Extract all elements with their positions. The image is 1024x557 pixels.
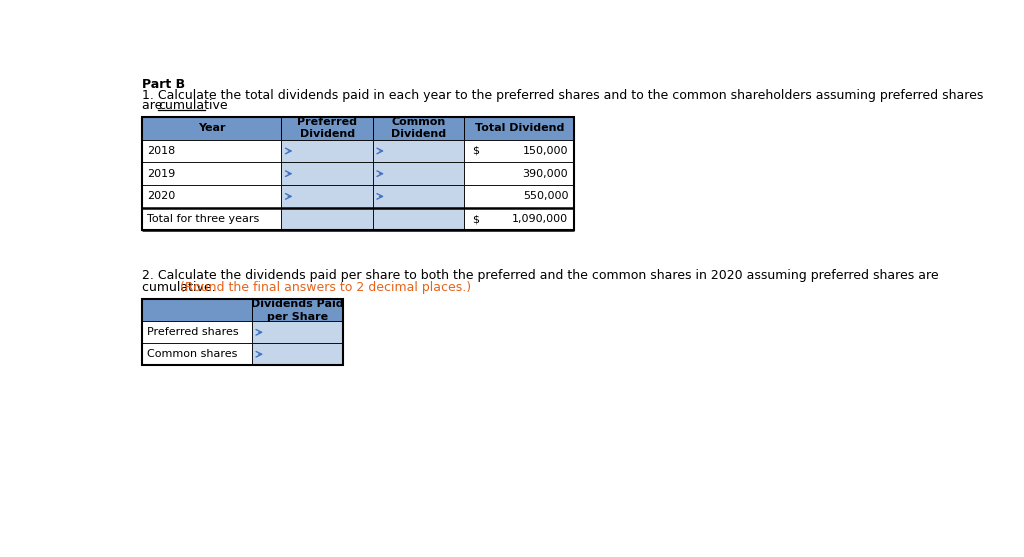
Text: 550,000: 550,000	[522, 192, 568, 202]
FancyBboxPatch shape	[282, 117, 373, 140]
Text: .: .	[205, 99, 209, 112]
Text: 1. Calculate the total dividends paid in each year to the preferred shares and t: 1. Calculate the total dividends paid in…	[142, 89, 983, 102]
Text: Common
Dividend: Common Dividend	[391, 117, 446, 139]
FancyBboxPatch shape	[464, 162, 574, 185]
FancyBboxPatch shape	[252, 343, 343, 365]
Text: Year: Year	[198, 123, 225, 133]
FancyBboxPatch shape	[373, 208, 464, 231]
FancyBboxPatch shape	[142, 185, 282, 208]
FancyBboxPatch shape	[142, 117, 282, 140]
Text: $: $	[472, 214, 479, 224]
Text: 2020: 2020	[147, 192, 176, 202]
FancyBboxPatch shape	[142, 140, 282, 162]
Text: cumulative: cumulative	[159, 99, 228, 112]
Text: 2019: 2019	[147, 169, 176, 179]
Text: are: are	[142, 99, 166, 112]
FancyBboxPatch shape	[282, 140, 373, 162]
Text: (Round the final answers to 2 decimal places.): (Round the final answers to 2 decimal pl…	[180, 281, 471, 294]
FancyBboxPatch shape	[142, 321, 252, 343]
FancyBboxPatch shape	[142, 299, 252, 321]
Text: Total Dividend: Total Dividend	[475, 123, 564, 133]
FancyBboxPatch shape	[464, 208, 574, 231]
Text: Common shares: Common shares	[147, 349, 238, 359]
FancyBboxPatch shape	[373, 140, 464, 162]
Text: Part B: Part B	[142, 79, 185, 91]
FancyBboxPatch shape	[252, 321, 343, 343]
Text: 2018: 2018	[147, 146, 176, 156]
Text: $: $	[472, 146, 479, 156]
Text: cumulative.: cumulative.	[142, 281, 219, 294]
FancyBboxPatch shape	[373, 117, 464, 140]
FancyBboxPatch shape	[464, 185, 574, 208]
FancyBboxPatch shape	[464, 117, 574, 140]
Text: Dividends Paid
per Share: Dividends Paid per Share	[252, 299, 344, 321]
FancyBboxPatch shape	[464, 140, 574, 162]
Text: Total for three years: Total for three years	[147, 214, 260, 224]
FancyBboxPatch shape	[252, 299, 343, 321]
Text: 390,000: 390,000	[522, 169, 568, 179]
FancyBboxPatch shape	[282, 208, 373, 231]
Text: Preferred shares: Preferred shares	[147, 328, 239, 338]
FancyBboxPatch shape	[373, 185, 464, 208]
Text: Preferred
Dividend: Preferred Dividend	[297, 117, 357, 139]
Text: 1,090,000: 1,090,000	[512, 214, 568, 224]
Text: 2. Calculate the dividends paid per share to both the preferred and the common s: 2. Calculate the dividends paid per shar…	[142, 268, 939, 282]
FancyBboxPatch shape	[142, 208, 282, 231]
FancyBboxPatch shape	[142, 162, 282, 185]
Text: 150,000: 150,000	[522, 146, 568, 156]
FancyBboxPatch shape	[373, 162, 464, 185]
FancyBboxPatch shape	[282, 185, 373, 208]
FancyBboxPatch shape	[142, 343, 252, 365]
FancyBboxPatch shape	[282, 162, 373, 185]
